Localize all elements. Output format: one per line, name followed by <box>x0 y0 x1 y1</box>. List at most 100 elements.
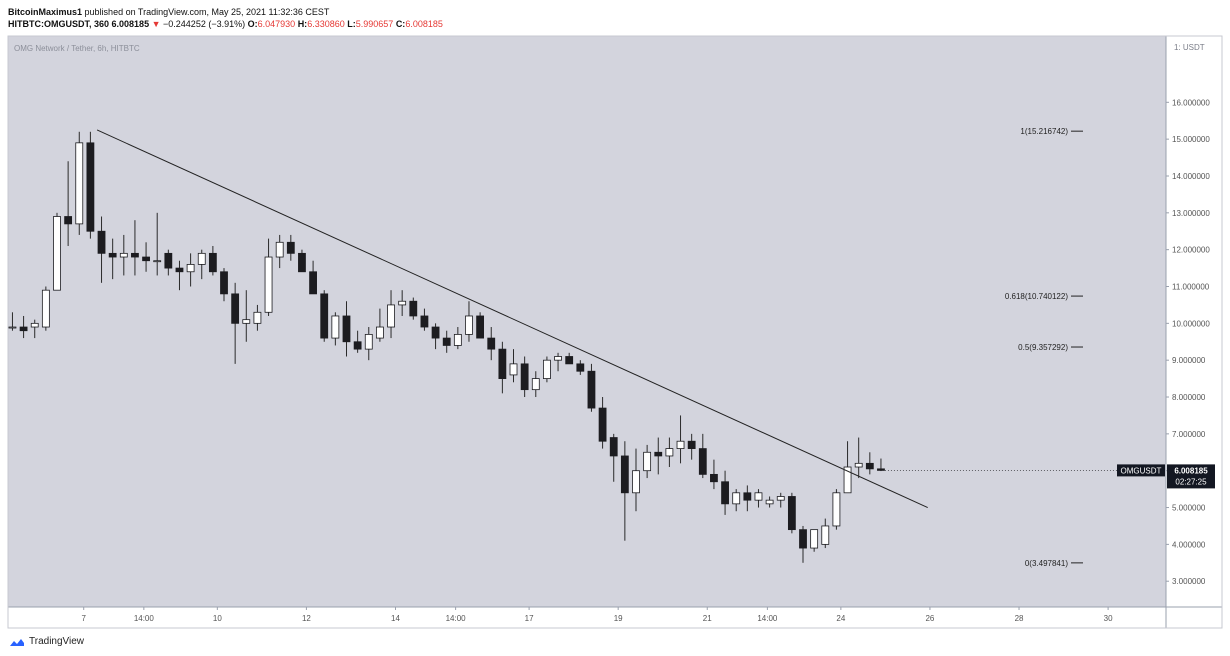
candle-body-down <box>521 364 528 390</box>
candle[interactable] <box>588 364 595 412</box>
x-tick-label: 28 <box>1015 614 1024 623</box>
candle-body-up <box>76 143 83 224</box>
y-tick-label: 5.000000 <box>1172 504 1206 513</box>
candle-body-down <box>710 474 717 481</box>
x-tick-label: 10 <box>213 614 222 623</box>
x-tick-label: 14:00 <box>446 614 467 623</box>
price-tag-symbol: OMGUSDT <box>1121 466 1162 475</box>
candle[interactable] <box>42 287 49 331</box>
candle-body-up <box>811 530 818 548</box>
y-tick-label: 16.000000 <box>1172 98 1210 107</box>
x-tick-label: 12 <box>302 614 311 623</box>
candle-body-down <box>131 253 138 257</box>
candle-body-up <box>376 327 383 338</box>
tradingview-logo-icon <box>9 637 25 647</box>
candle-body-up <box>399 301 406 305</box>
candle-body-down <box>232 294 239 323</box>
candle-body-down <box>800 530 807 548</box>
candle[interactable] <box>410 298 417 320</box>
candle-body-up <box>31 323 38 327</box>
candle[interactable] <box>76 132 83 235</box>
candle[interactable] <box>298 250 305 272</box>
candle-body-down <box>599 408 606 441</box>
candle-body-down <box>610 438 617 456</box>
y-tick-label: 14.000000 <box>1172 172 1210 181</box>
y-tick-label: 3.000000 <box>1172 577 1206 586</box>
candle-body-up <box>532 379 539 390</box>
x-tick-label: 24 <box>836 614 845 623</box>
candle-body-down <box>287 242 294 253</box>
footer: TradingView <box>9 636 84 647</box>
candle-body-up <box>254 312 261 323</box>
candle-body-up <box>388 305 395 327</box>
footer-brand[interactable]: TradingView <box>29 636 84 647</box>
candle-body-up <box>543 360 550 378</box>
candle-body-down <box>98 231 105 253</box>
candle-body-down <box>109 253 116 257</box>
candle-body-down <box>298 253 305 271</box>
y-tick-label: 9.000000 <box>1172 356 1206 365</box>
candle-body-down <box>655 452 662 456</box>
candle[interactable] <box>87 132 94 239</box>
candle-body-down <box>566 356 573 363</box>
candle-body-down <box>65 217 72 224</box>
candle-body-up <box>120 253 127 257</box>
candle-body-down <box>588 371 595 408</box>
x-tick-label: 19 <box>614 614 623 623</box>
x-tick-label: 30 <box>1104 614 1113 623</box>
candle[interactable] <box>321 290 328 342</box>
candle-body-down <box>209 253 216 271</box>
candle-body-up <box>644 452 651 470</box>
candle-body-up <box>677 441 684 448</box>
y-tick-label: 12.000000 <box>1172 246 1210 255</box>
candle-body-up <box>855 463 862 467</box>
fib-level-label: 0.618(10.740122) <box>1005 292 1069 301</box>
price-tag-value: 6.008185 <box>1174 466 1208 475</box>
y-tick-label: 11.000000 <box>1172 283 1210 292</box>
candle[interactable] <box>53 213 60 290</box>
y-tick-label: 7.000000 <box>1172 430 1206 439</box>
candle-body-up <box>632 471 639 493</box>
candle[interactable] <box>788 493 795 534</box>
candle-body-up <box>187 264 194 271</box>
candle-body-down <box>143 257 150 261</box>
candle-body-up <box>777 496 784 500</box>
candle[interactable] <box>543 356 550 382</box>
chart-title: OMG Network / Tether, 6h, HITBTC <box>14 44 140 53</box>
candle-body-up <box>555 356 562 360</box>
y-tick-label: 13.000000 <box>1172 209 1210 218</box>
candle-body-down <box>310 272 317 294</box>
candle-body-up <box>365 334 372 349</box>
candle-body-down <box>477 316 484 338</box>
x-tick-label: 14:00 <box>134 614 155 623</box>
candle-body-up <box>42 290 49 327</box>
candle-body-up <box>755 493 762 500</box>
candle-body-up <box>265 257 272 312</box>
candle-body-down <box>621 456 628 493</box>
x-tick-label: 14 <box>391 614 400 623</box>
candle-body-down <box>354 342 361 349</box>
candle-body-down <box>432 327 439 338</box>
candle[interactable] <box>833 489 840 530</box>
candle-body-down <box>87 143 94 231</box>
candle-body-down <box>176 268 183 272</box>
x-tick-label: 26 <box>925 614 934 623</box>
candle-body-up <box>465 316 472 334</box>
y-tick-label: 10.000000 <box>1172 319 1210 328</box>
candle-body-down <box>499 349 506 378</box>
candle-body-down <box>421 316 428 327</box>
candle[interactable] <box>477 312 484 338</box>
candle-body-down <box>722 482 729 504</box>
candle-body-up <box>276 242 283 257</box>
candle-body-up <box>766 500 773 504</box>
candle-body-up <box>9 327 16 328</box>
candle-body-down <box>165 253 172 268</box>
candle-body-down <box>443 338 450 345</box>
candle[interactable] <box>811 530 818 552</box>
candle-body-up <box>833 493 840 526</box>
candle-body-down <box>788 496 795 529</box>
candle-body-up <box>510 364 517 375</box>
plot-area <box>8 36 1166 607</box>
candle-body-down <box>321 294 328 338</box>
